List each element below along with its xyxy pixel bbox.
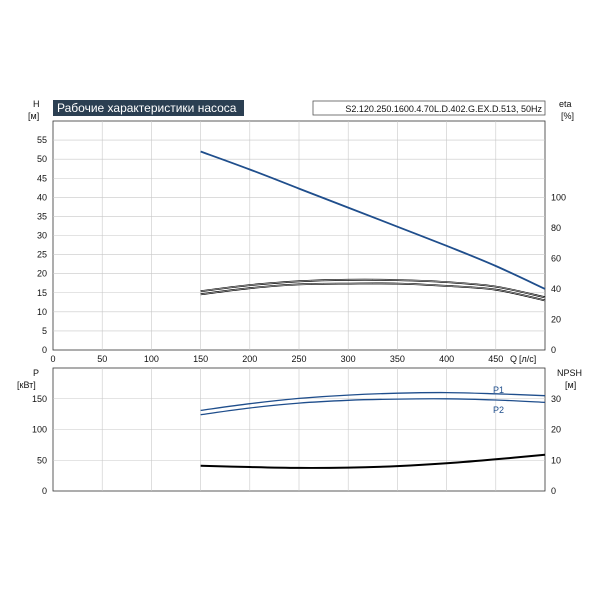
bottom-right-axis-name: NPSH [557,368,582,378]
y-right-tick-label: 20 [551,425,561,435]
y-left-tick-label: 40 [37,192,47,202]
x-axis-unit: [л/с] [519,354,536,364]
y-left-tick-label: 10 [37,307,47,317]
x-tick-label: 50 [97,354,107,364]
title-box [53,100,244,116]
top-right-axis-name: eta [559,99,572,109]
bottom-left-axis-name: P [33,368,39,378]
y-left-tick-label: 50 [37,154,47,164]
series-label-p2: P2 [493,405,504,415]
y-right-tick-label: 100 [551,192,566,202]
x-tick-label: 0 [50,354,55,364]
y-left-tick-label: 25 [37,250,47,260]
series-line-inner-2 [200,283,546,301]
series-line-1-0 [200,391,546,412]
y-left-tick-label: 5 [42,326,47,336]
x-tick-label: 100 [144,354,159,364]
series-line-0-0 [200,150,546,290]
x-tick-label: 300 [341,354,356,364]
top-right-axis-unit: [%] [561,111,574,121]
y-left-tick-label: 30 [37,231,47,241]
series-line-1-2 [200,453,546,469]
chart-title: Рабочие характеристики насоса [57,101,237,115]
x-tick-label: 150 [193,354,208,364]
top-left-axis-name: H [33,99,40,109]
y-left-tick-label: 0 [42,345,47,355]
grid-layer [52,120,546,492]
x-tick-label: 250 [291,354,306,364]
x-tick-label: 400 [439,354,454,364]
series-label-p1: P1 [493,385,504,395]
bottom-right-axis-unit: [м] [565,380,576,390]
x-tick-label: 200 [242,354,257,364]
y-left-tick-label: 35 [37,211,47,221]
series-line-1-1 [200,398,546,416]
y-right-tick-label: 0 [551,345,556,355]
y-right-tick-label: 0 [551,486,556,496]
series-line-inner-1 [200,279,546,298]
y-right-tick-label: 80 [551,223,561,233]
model-label: S2.120.250.1600.4.70L.D.402.G.EX.D.513, … [345,104,542,114]
y-left-tick-label: 20 [37,269,47,279]
x-axis-name: Q [510,354,517,364]
bottom-left-axis-unit: [кВт] [17,380,36,390]
y-right-tick-label: 20 [551,314,561,324]
model-box [312,100,546,116]
y-left-tick-label: 150 [32,394,47,404]
y-right-tick-label: 30 [551,394,561,404]
y-left-tick-label: 55 [37,135,47,145]
x-tick-label: 450 [488,354,503,364]
axis-layer: 0 50 100 150 200 250 300 350 400 4500510152025303… [32,135,566,496]
x-tick-label: 350 [390,354,405,364]
y-right-tick-label: 10 [551,455,561,465]
y-left-tick-label: 45 [37,173,47,183]
y-left-tick-label: 100 [32,425,47,435]
y-left-tick-label: 50 [37,455,47,465]
y-left-tick-label: 0 [42,486,47,496]
y-left-tick-label: 15 [37,288,47,298]
y-right-tick-label: 40 [551,284,561,294]
y-right-tick-label: 60 [551,253,561,263]
top-left-axis-unit: [м] [28,111,39,121]
series-layer [200,150,546,469]
